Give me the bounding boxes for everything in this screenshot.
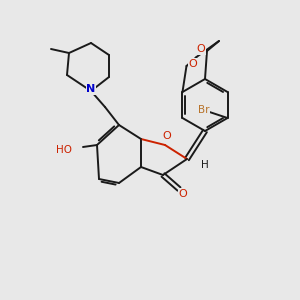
Text: Br: Br [198,105,209,115]
Text: O: O [188,59,197,69]
Text: N: N [86,84,96,94]
Text: O: O [196,44,206,54]
Text: HO: HO [56,145,72,155]
Text: H: H [201,160,209,170]
Text: O: O [163,131,171,141]
Text: O: O [178,189,188,199]
